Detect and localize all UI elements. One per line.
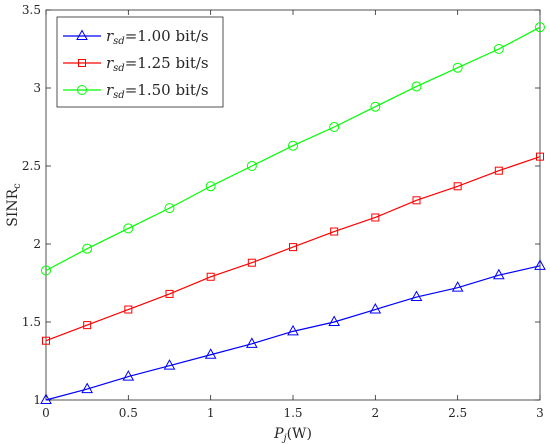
y-axis-title: SINRc [5, 183, 23, 227]
legend-label-var: r [106, 81, 114, 99]
legend-label-rest: =1.25 bit/s [125, 54, 209, 72]
data-point [164, 203, 175, 214]
data-point [412, 196, 421, 205]
data-point [330, 227, 339, 236]
y-tick-label: 3 [33, 81, 41, 95]
data-point [205, 181, 216, 192]
x-axis-title-main: P [273, 426, 284, 442]
data-point [287, 324, 299, 336]
series-line [45, 265, 541, 401]
y-axis-title-sub: c [12, 183, 23, 189]
y-tick-label: 3.5 [22, 3, 41, 17]
data-point [453, 182, 462, 191]
x-tick-label: 2.5 [448, 406, 467, 420]
legend-swatch-marker [78, 59, 86, 67]
series-line [45, 156, 541, 342]
data-point [410, 290, 423, 302]
data-point [165, 289, 174, 298]
data-point [452, 62, 463, 73]
legend-label-sub: sd [113, 90, 125, 101]
series-3 [41, 22, 545, 276]
data-point [245, 337, 258, 348]
legend-item: rsd=1.00 bit/s [63, 27, 209, 47]
legend-label-var: r [106, 54, 114, 72]
legend-label: rsd=1.25 bit/s [106, 54, 209, 74]
y-tick-label: 1.5 [22, 315, 41, 329]
data-point [534, 259, 546, 270]
data-point [329, 122, 340, 132]
series-layer [40, 22, 546, 404]
data-point [204, 348, 217, 359]
data-point [371, 213, 380, 222]
data-point [411, 81, 422, 92]
legend-label-sub: sd [113, 63, 125, 74]
data-point [40, 393, 52, 404]
legend-label-var: r [106, 27, 114, 45]
data-point [370, 101, 381, 112]
x-tick-label: 2 [372, 406, 380, 420]
data-point [492, 268, 505, 280]
data-point [124, 305, 133, 314]
data-point [82, 243, 93, 254]
x-axis-title-sub: j [281, 433, 286, 444]
legend-item: rsd=1.50 bit/s [63, 81, 209, 101]
legend-label-rest: =1.00 bit/s [125, 27, 209, 45]
series-1 [40, 259, 546, 404]
data-point [163, 359, 176, 370]
legend-box [56, 16, 224, 108]
axis-ticks: 0 0.5 1 1.5 2 2.5 3 1 1.5 2 2.5 3 3.5 [22, 3, 544, 420]
legend-label-rest: =1.50 bit/s [125, 81, 209, 99]
y-tick-label: 1 [33, 393, 41, 407]
data-point [247, 258, 256, 267]
data-point [493, 44, 504, 54]
y-tick-label: 2.5 [22, 159, 41, 173]
x-tick-label: 0.5 [119, 406, 138, 420]
series-line [45, 26, 541, 272]
x-axis-title: Pj(W) [273, 426, 312, 444]
legend-swatch-marker [77, 85, 87, 95]
data-point [289, 243, 297, 252]
data-point [494, 166, 503, 175]
data-point [451, 281, 464, 292]
data-point [83, 321, 92, 330]
data-point [206, 272, 215, 281]
data-point [535, 22, 545, 33]
data-point [536, 152, 544, 161]
series-2 [42, 152, 544, 345]
x-tick-label: 0 [42, 406, 50, 420]
legend-item: rsd=1.25 bit/s [63, 54, 209, 74]
x-axis-title-unit: (W) [287, 426, 312, 442]
y-axis-title-main: SINR [5, 188, 21, 226]
y-tick-label: 2 [33, 237, 41, 251]
data-point [369, 302, 382, 314]
x-tick-label: 1.5 [283, 406, 302, 420]
legend-label-sub: sd [113, 36, 125, 47]
legend-label: rsd=1.00 bit/s [106, 27, 209, 47]
data-point [81, 382, 94, 394]
x-tick-label: 3 [536, 406, 544, 420]
x-tick-label: 1 [207, 406, 215, 420]
data-point [42, 336, 50, 345]
data-point [288, 140, 298, 151]
data-point [328, 315, 341, 326]
data-point [123, 223, 134, 234]
data-point [41, 265, 51, 276]
data-point [122, 370, 135, 381]
data-point [246, 161, 257, 171]
legend-label: rsd=1.50 bit/s [106, 81, 209, 101]
legend-swatch-marker [76, 29, 88, 40]
